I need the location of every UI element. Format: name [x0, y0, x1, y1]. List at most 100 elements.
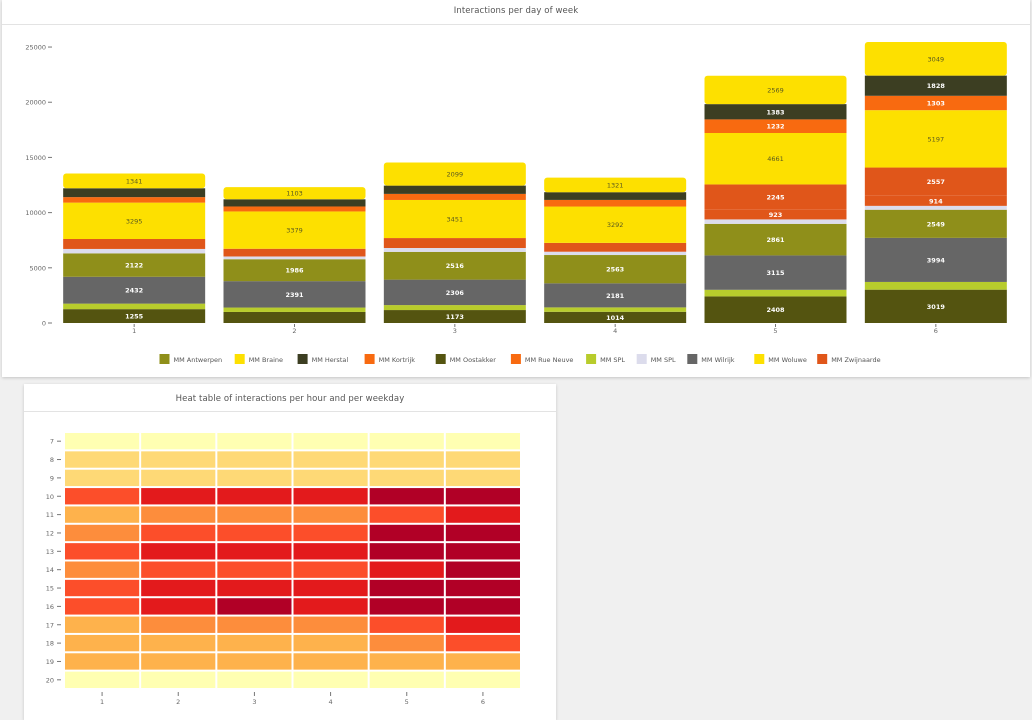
data-label: 3049	[928, 55, 945, 63]
bar-segment-mm-braine	[223, 187, 366, 200]
legend-swatch	[636, 354, 647, 364]
legend-item: MM Rue Neuve	[510, 354, 573, 364]
heat-cell	[369, 616, 444, 633]
x-tick-label: 2	[292, 327, 296, 335]
legend-label: MM SPL	[651, 356, 676, 364]
y-tick-label: 13	[46, 548, 54, 556]
legend-label: MM Wilrijk	[701, 356, 734, 364]
bar-segment-mm-wilrijk	[864, 237, 1007, 282]
heat-cell	[141, 451, 216, 468]
data-label: 3115	[766, 269, 785, 277]
bar-segment-mm-braine	[864, 41, 1007, 76]
heat-cell	[217, 579, 292, 597]
bar-segment-mm-kortrijk	[544, 242, 687, 252]
bar-segment-mm-oostakker	[864, 289, 1007, 323]
heat-cell	[369, 671, 444, 688]
bar-segment-mm-antwerpen	[223, 259, 366, 282]
heat-cell	[293, 506, 368, 523]
bar-segment-mm-zwijnaarde	[704, 184, 847, 210]
heat-cell	[141, 506, 216, 523]
data-label: 2099	[447, 171, 464, 179]
data-label: 1321	[607, 181, 624, 189]
data-label: 2408	[766, 306, 785, 314]
legend-swatch	[754, 354, 765, 364]
heat-cell	[141, 488, 216, 505]
heat-cell	[141, 598, 216, 615]
heat-cell	[217, 524, 292, 542]
heatmap-title: Heat table of interactions per hour and …	[175, 394, 405, 404]
heat-cell	[293, 579, 368, 597]
heat-cell	[65, 524, 140, 542]
heat-cell	[65, 616, 140, 633]
data-label: 2569	[767, 86, 784, 94]
bar-segment-mm-woluwe	[704, 132, 847, 185]
y-tick-label: 25000	[25, 44, 46, 52]
heat-cell	[293, 469, 368, 487]
legend-swatch	[234, 354, 245, 364]
x-tick-label: 3	[453, 327, 457, 335]
legend-item: MM Herstal	[297, 354, 348, 364]
legend-item: MM Wilrijk	[687, 354, 735, 364]
heat-cell	[293, 561, 368, 578]
bar-segment-mm-herstal	[223, 199, 366, 207]
data-label: 2245	[766, 193, 785, 201]
heat-cell	[217, 433, 292, 450]
legend-label: MM Braine	[249, 356, 283, 364]
heat-cell	[445, 524, 520, 542]
legend-swatch	[687, 354, 698, 364]
data-label: 2563	[606, 266, 624, 274]
bar-segment-mm-wilrijk	[223, 281, 366, 308]
heat-cell	[217, 561, 292, 578]
heat-cell	[445, 616, 520, 633]
bar-segment-mm-spl	[864, 205, 1007, 210]
bar-segment-mm-braine	[383, 199, 526, 239]
heat-cell	[445, 653, 520, 670]
legend-label: MM Zwijnaarde	[831, 356, 880, 364]
heat-cell	[141, 671, 216, 688]
heat-cell	[369, 506, 444, 523]
bar-segment-mm-spl	[223, 307, 366, 312]
heat-cell	[293, 433, 368, 450]
data-label: 5197	[928, 135, 945, 143]
heat-cell	[369, 579, 444, 597]
y-tick-label: 9	[50, 474, 54, 482]
bar-segment-mm-rue-neuve	[383, 193, 526, 200]
heat-cell	[217, 598, 292, 615]
heat-cell	[65, 598, 140, 615]
heat-cell	[445, 634, 520, 652]
data-label: 1986	[285, 267, 304, 275]
heat-cell	[141, 579, 216, 597]
data-label: 3295	[126, 217, 143, 225]
x-tick-label: 4	[329, 698, 333, 706]
bar-segment-mm-spl	[383, 247, 526, 252]
legend-item: MM SPL	[636, 354, 676, 364]
data-label: 3451	[447, 216, 464, 224]
y-tick-label: 14	[46, 566, 54, 574]
heat-cell	[217, 506, 292, 523]
bar-segment-mm-herstal	[544, 192, 687, 200]
heat-cell	[293, 488, 368, 505]
y-tick-label: 10	[46, 493, 54, 501]
heat-cell	[141, 524, 216, 542]
legend-label: MM Woluwe	[768, 356, 807, 364]
heat-cell	[369, 488, 444, 505]
heat-cell	[65, 634, 140, 652]
bar-segment-mm-spl	[704, 219, 847, 224]
bar-segment-mm-herstal	[704, 104, 847, 120]
legend-item: MM Kortrijk	[364, 354, 415, 364]
data-label: 2432	[125, 287, 143, 295]
data-label: 2549	[927, 220, 946, 228]
bar-segment-mm-rue-neuve	[63, 197, 206, 203]
legend-swatch	[297, 354, 308, 364]
heat-cell	[293, 653, 368, 670]
data-label: 2516	[446, 262, 465, 270]
bar-segment-mm-antwerpen	[864, 209, 1007, 238]
heat-cell	[369, 561, 444, 578]
x-tick-label: 5	[773, 327, 777, 335]
heat-cell	[445, 433, 520, 450]
y-tick-label: 16	[46, 603, 54, 611]
bar-segment-mm-spl	[63, 248, 206, 254]
y-tick-label: 20	[46, 676, 54, 684]
legend-swatch	[586, 354, 597, 364]
data-label: 923	[769, 211, 783, 219]
